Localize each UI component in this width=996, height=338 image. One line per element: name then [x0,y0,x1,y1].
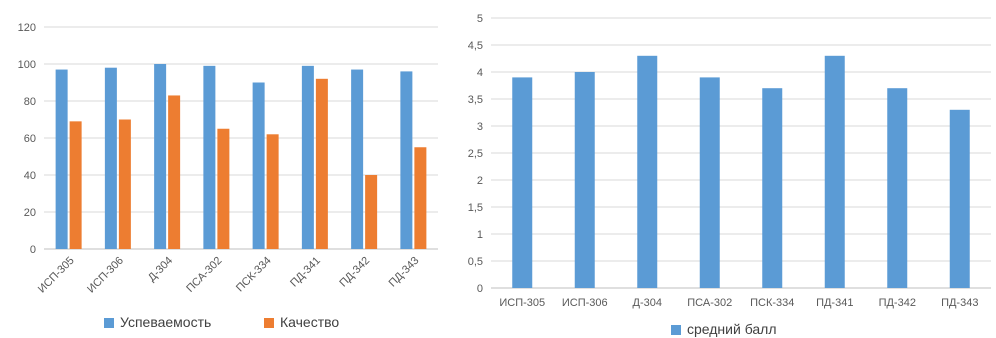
y-tick-label: 2,5 [468,148,483,160]
legend-label: Успеваемость [120,314,211,330]
y-tick-label: 1,5 [468,202,483,214]
bar [351,69,364,249]
x-tick-label: ИСП-305 [36,255,77,296]
bar [168,95,181,249]
bar [414,147,427,249]
legend-label: Качество [280,314,339,330]
legend-swatch [671,325,681,335]
legend-label: средний балл [687,321,777,337]
x-tick-label: ПД-341 [288,255,323,290]
bar [365,175,378,249]
y-tick-label: 20 [24,207,36,219]
y-tick-label: 3 [477,121,483,133]
chart-right: 0 0,5 1 1,5 2 2,5 3 3,5 4 4,5 5 ИСП-305 ИСП-306 Д-304… [468,13,991,337]
legend-swatch [264,318,274,328]
bar [301,65,314,249]
bar [203,65,216,249]
bar [887,88,908,288]
bar [637,55,658,288]
x-tick-label: ПД-342 [879,297,916,309]
x-tick-label: ПСА-302 [184,255,224,295]
y-tick-label: 120 [18,22,36,34]
bar [154,64,167,249]
bar [949,109,970,288]
bar [512,77,533,289]
y-tick-label: 4,5 [468,40,483,52]
bar [104,67,117,249]
y-tick-label: 4 [477,67,483,79]
bar [252,82,265,249]
x-tick-label: Д-304 [633,297,662,309]
x-tick-label: ПД-343 [387,255,422,290]
bar [574,72,595,288]
bar [824,55,845,288]
bar [315,78,328,249]
y-tick-label: 2 [477,175,483,187]
x-tick-label: ИСП-306 [562,297,608,309]
y-tick-label: 100 [18,59,36,71]
chart-left: 0 20 40 60 80 100 120 ИСП-305 ИСП-306 Д-304 ПСА-30… [18,22,438,330]
y-tick-label: 3,5 [468,94,483,106]
y-tick-label: 1 [477,229,483,241]
legend-swatch [104,318,114,328]
x-tick-label: ПД-341 [816,297,853,309]
y-tick-label: 0 [30,244,36,256]
x-tick-label: ПД-343 [941,297,978,309]
y-tick-label: 60 [24,133,36,145]
bar [762,88,783,288]
bar [400,71,413,250]
y-tick-label: 40 [24,170,36,182]
y-tick-label: 80 [24,96,36,108]
bar [69,121,82,249]
x-tick-label: ИСП-306 [85,255,126,296]
x-tick-label: Д-304 [146,255,175,284]
x-tick-label: ПСК-334 [750,297,794,309]
x-tick-label: ПСК-334 [234,255,274,295]
x-tick-label: ПСА-302 [687,297,732,309]
y-tick-label: 0 [477,283,483,295]
bar [118,119,131,249]
bar [699,77,720,289]
bar [217,128,230,249]
y-tick-label: 5 [477,13,483,25]
bar [55,69,68,249]
y-tick-label: 0,5 [468,256,483,268]
bar [266,134,279,249]
x-tick-label: ИСП-305 [499,297,545,309]
x-tick-label: ПД-342 [337,255,372,290]
